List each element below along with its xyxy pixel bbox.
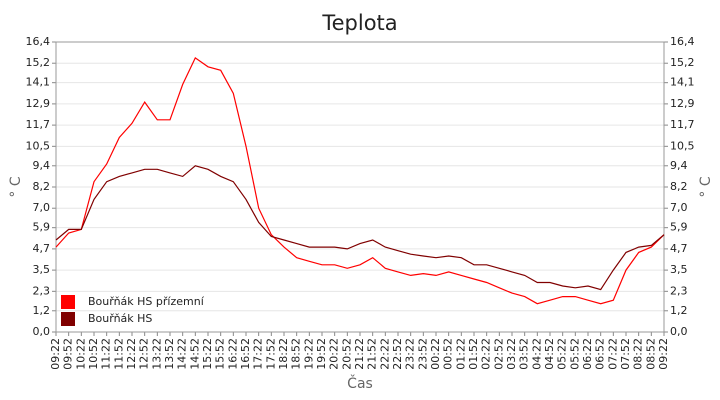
x-tick-label: 08:22: [632, 338, 645, 370]
y-tick-label: 3,5: [33, 263, 51, 276]
x-tick-label: 03:22: [505, 338, 518, 370]
y2-tick-label: 4,7: [670, 242, 688, 255]
y2-tick-label: 7,0: [670, 201, 688, 214]
x-tick-label: 11:22: [100, 338, 113, 370]
x-tick-label: 07:52: [619, 338, 632, 370]
x-tick-label: 22:22: [378, 338, 391, 370]
x-tick-label: 21:52: [366, 338, 379, 370]
x-tick-label: 19:52: [315, 338, 328, 370]
x-tick-label: 21:22: [353, 338, 366, 370]
x-tick-label: 16:52: [239, 338, 252, 370]
x-tick-label: 10:22: [74, 338, 87, 370]
y2-tick-label: 5,9: [670, 221, 688, 234]
x-tick-label: 11:52: [112, 338, 125, 370]
x-tick-label: 23:22: [404, 338, 417, 370]
y-tick-label: 14,1: [26, 76, 51, 89]
y2-tick-label: 8,2: [670, 180, 688, 193]
y2-tick-label: 9,4: [670, 159, 688, 172]
x-tick-label: 04:52: [543, 338, 556, 370]
y-tick-label: 4,7: [33, 242, 51, 255]
y2-tick-label: 10,5: [670, 139, 695, 152]
x-tick-label: 15:52: [214, 338, 227, 370]
x-tick-label: 03:52: [518, 338, 531, 370]
y-tick-label: 9,4: [33, 159, 51, 172]
y-tick-label: 12,9: [26, 97, 51, 110]
x-tick-label: 10:52: [87, 338, 100, 370]
x-tick-label: 17:52: [264, 338, 277, 370]
x-tick-label: 13:52: [163, 338, 176, 370]
x-tick-label: 23:52: [416, 338, 429, 370]
chart-title: Teplota: [321, 11, 397, 35]
y-tick-label: 8,2: [33, 180, 51, 193]
x-tick-label: 19:22: [302, 338, 315, 370]
y2-tick-label: 15,2: [670, 56, 695, 69]
y-tick-label: 16,4: [26, 35, 51, 48]
x-tick-label: 09:22: [49, 338, 62, 370]
y2-tick-label: 1,2: [670, 304, 688, 317]
x-tick-label: 20:52: [340, 338, 353, 370]
legend-label: Bouřňák HS přízemní: [88, 295, 205, 308]
y2-tick-label: 3,5: [670, 263, 688, 276]
x-tick-label: 18:52: [290, 338, 303, 370]
y-tick-label: 15,2: [26, 56, 51, 69]
x-tick-label: 15:22: [201, 338, 214, 370]
x-tick-label: 18:22: [277, 338, 290, 370]
x-tick-label: 22:52: [391, 338, 404, 370]
x-tick-label: 02:52: [492, 338, 505, 370]
x-tick-label: 02:22: [480, 338, 493, 370]
x-tick-label: 04:22: [530, 338, 543, 370]
y-tick-label: 1,2: [33, 304, 51, 317]
x-tick-label: 01:52: [467, 338, 480, 370]
x-tick-label: 14:22: [176, 338, 189, 370]
legend-swatch: [61, 312, 75, 326]
x-tick-label: 07:22: [606, 338, 619, 370]
y2-tick-label: 16,4: [670, 35, 695, 48]
x-tick-label: 12:22: [125, 338, 138, 370]
series-line: [55, 57, 665, 305]
x-tick-label: 05:22: [556, 338, 569, 370]
x-tick-label: 06:52: [594, 338, 607, 370]
plot-frame: [55, 41, 665, 333]
series-line: [55, 165, 665, 291]
y2-tick-label: 2,3: [670, 284, 688, 297]
y2-tick-label: 12,9: [670, 97, 695, 110]
x-tick-label: 09:22: [657, 338, 670, 370]
x-tick-label: 06:22: [581, 338, 594, 370]
y-tick-label: 11,7: [26, 118, 51, 131]
x-tick-label: 20:22: [328, 338, 341, 370]
y2-tick-label: 14,1: [670, 76, 695, 89]
y-tick-label: 5,9: [33, 221, 51, 234]
x-tick-label: 05:52: [568, 338, 581, 370]
y-tick-label: 0,0: [33, 325, 51, 338]
x-tick-label: 00:52: [442, 338, 455, 370]
x-tick-label: 00:22: [429, 338, 442, 370]
y-tick-label: 7,0: [33, 201, 51, 214]
y-tick-label: 2,3: [33, 284, 51, 297]
x-tick-label: 12:52: [138, 338, 151, 370]
x-tick-label: 16:22: [226, 338, 239, 370]
x-tick-label: 14:52: [188, 338, 201, 370]
x-tick-label: 17:22: [252, 338, 265, 370]
y2-tick-label: 0,0: [670, 325, 688, 338]
y-axis-title: ° C: [8, 176, 24, 197]
legend-label: Bouřňák HS: [88, 312, 152, 325]
y-tick-label: 10,5: [26, 139, 51, 152]
x-tick-label: 01:22: [454, 338, 467, 370]
x-axis-title: Čas: [347, 374, 373, 392]
x-tick-label: 08:52: [644, 338, 657, 370]
y2-tick-label: 11,7: [670, 118, 695, 131]
x-tick-label: 13:22: [150, 338, 163, 370]
x-tick-label: 09:52: [62, 338, 75, 370]
legend-swatch: [61, 295, 75, 309]
y2-axis-title: ° C: [698, 176, 714, 197]
